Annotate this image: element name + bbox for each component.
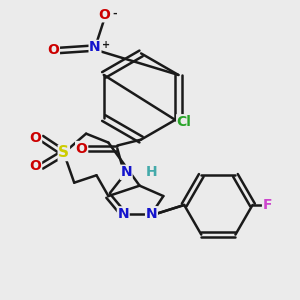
Text: N: N — [146, 207, 157, 221]
Text: O: O — [47, 44, 59, 57]
Text: -: - — [112, 8, 117, 18]
Text: O: O — [30, 131, 41, 145]
Text: N: N — [89, 40, 101, 55]
Text: N: N — [120, 165, 132, 179]
Text: O: O — [30, 159, 41, 173]
Text: N: N — [146, 207, 157, 221]
Text: Cl: Cl — [177, 115, 192, 129]
Text: S: S — [58, 146, 69, 160]
Text: F: F — [263, 198, 272, 212]
Text: N: N — [117, 207, 129, 221]
Text: +: + — [102, 40, 110, 50]
Text: O: O — [76, 142, 88, 155]
Text: H: H — [146, 165, 157, 179]
Text: O: O — [98, 8, 110, 22]
